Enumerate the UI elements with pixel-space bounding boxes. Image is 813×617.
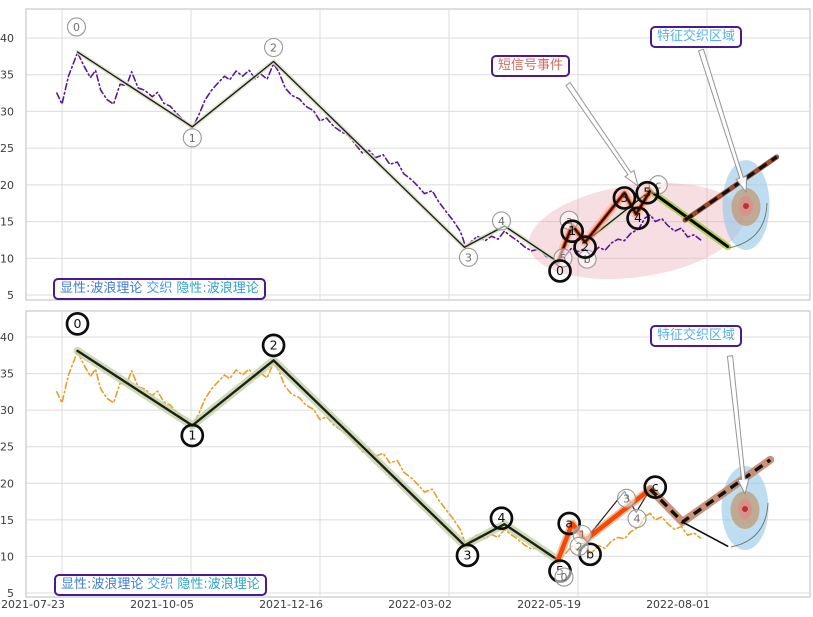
callout-arrow — [565, 81, 639, 188]
wave-label-circle-bold — [573, 235, 597, 259]
y-tick-label: 20 — [0, 179, 14, 192]
wave-label-circle-thin — [182, 128, 202, 148]
wave-label-text: 4 — [634, 210, 642, 225]
y-tick-label: 35 — [0, 69, 14, 82]
wave-label-circle-thin — [627, 508, 647, 529]
legend-implicit-label: 隐性:波浪理论 — [177, 577, 260, 592]
y-tick-label: 25 — [0, 441, 14, 454]
wave-label-text: 3 — [465, 251, 472, 264]
wave-label-circle-bold — [489, 506, 514, 531]
callout-arrow — [697, 48, 748, 194]
y-tick-label: 30 — [0, 105, 14, 118]
y-tick-label: 20 — [0, 477, 14, 490]
wave-label-text: 3 — [623, 492, 630, 505]
feature-arc — [730, 502, 769, 548]
wave-label-text: b — [584, 253, 591, 266]
wave-label-text: 5 — [643, 185, 651, 200]
wave-label-circle-bold — [643, 475, 668, 499]
wave-label-text: a — [565, 516, 573, 531]
legend-box-bottom: 显性:波浪理论 交织 隐性:波浪理论 — [54, 574, 267, 596]
x-tick-label: 2021-07-23 — [1, 598, 65, 611]
wave-label-text: 4 — [497, 510, 505, 525]
legend-explicit-label: 显性:波浪理论 — [60, 281, 143, 296]
wave-label-circle-bold — [626, 206, 650, 231]
wave-label-text: b — [586, 546, 594, 561]
wave-label-circle-bold — [180, 423, 205, 448]
wave-label-text: 1 — [579, 529, 586, 542]
plot-frame — [25, 8, 811, 301]
wave-label-text: 1 — [189, 132, 196, 145]
y-tick-label: 40 — [0, 331, 14, 344]
wave-label-text: 2 — [270, 337, 278, 352]
wave-label-text: 2 — [576, 540, 583, 553]
legend-weave-label: 交织 — [147, 577, 174, 592]
y-tick-label: 5 — [7, 587, 14, 600]
wave-label-circle-thin — [66, 17, 87, 37]
wave-label-circle-thin — [264, 37, 284, 58]
legend-implicit-label: 隐性:波浪理论 — [176, 281, 259, 296]
y-tick-label: 10 — [0, 252, 14, 265]
wave-label-text: 3 — [620, 190, 628, 205]
projection-dashed — [684, 155, 778, 222]
feature-zone-label: 特征交织区域 — [657, 328, 736, 343]
wave-label-circle-thin — [458, 247, 479, 267]
wave-label-circle-bold — [560, 219, 585, 244]
wave-label-text: c — [652, 479, 659, 494]
wave-label-circle-bold — [557, 511, 582, 536]
wave-label-circle-thin — [554, 567, 574, 587]
wave-label-circle-bold — [635, 180, 660, 205]
wave-label-circle-bold — [261, 333, 286, 358]
wave-label-text: 1 — [568, 223, 576, 238]
wave-label-circle-bold — [612, 186, 637, 210]
wave-label-circle-thin — [569, 536, 589, 556]
wave-label-text: 0 — [561, 571, 568, 584]
wave-label-text: 0 — [74, 316, 82, 331]
y-tick-label: 5 — [7, 289, 14, 302]
wave-label-text: 5 — [560, 252, 567, 265]
wave-label-text: 4 — [634, 513, 641, 526]
feature-zone-dot — [742, 506, 748, 512]
y-tick-label: 15 — [0, 216, 14, 229]
wave-label-text: 3 — [464, 547, 472, 562]
x-tick-label: 2022-03-02 — [388, 598, 452, 611]
callout-arrow — [726, 355, 750, 496]
feature-arc — [728, 202, 768, 249]
signal-wave-line — [556, 189, 652, 264]
feature-zone-dot — [743, 203, 749, 209]
y-tick-label: 40 — [0, 32, 14, 45]
short-signal-callout: 短信号事件 — [491, 55, 571, 77]
feature-zone-callout-bottom: 特征交织区域 — [650, 325, 743, 347]
x-tick-label: 2022-08-01 — [646, 598, 710, 611]
y-tick-label: 10 — [0, 550, 14, 563]
wave-label-text: c — [655, 179, 661, 192]
y-tick-label: 30 — [0, 404, 14, 417]
wave-label-text: 2 — [270, 41, 277, 54]
wave-label-text: 0 — [73, 21, 80, 34]
legend-weave-label: 交织 — [146, 281, 173, 296]
feature-zone-label: 特征交织区域 — [657, 29, 736, 44]
short-signal-label: 短信号事件 — [498, 58, 564, 73]
y-tick-label: 35 — [0, 368, 14, 381]
wave-label-text: 1 — [188, 427, 196, 442]
wave-label-text: 2 — [581, 239, 589, 254]
x-tick-label: 2021-10-05 — [130, 598, 194, 611]
tail-line — [681, 521, 729, 547]
wave-label-text: 4 — [498, 215, 505, 228]
legend-explicit-label: 显性:波浪理论 — [61, 577, 144, 592]
wave-label-circle-bold — [65, 312, 90, 336]
wave-label-circle-thin — [491, 211, 512, 231]
x-tick-label: 2021-12-16 — [259, 598, 323, 611]
wave-label-circle-bold — [455, 543, 480, 568]
y-tick-label: 15 — [0, 514, 14, 527]
x-tick-label: 2022-05-19 — [517, 598, 581, 611]
wave-label-text: 0 — [556, 263, 564, 278]
wave-label-circle-thin — [616, 488, 636, 508]
wave-label-circle-bold — [548, 259, 572, 283]
y-tick-label: 25 — [0, 142, 14, 155]
plot-frame — [25, 310, 811, 598]
legend-box-top: 显性:波浪理论 交织 隐性:波浪理论 — [53, 278, 266, 300]
feature-zone-callout-top: 特征交织区域 — [650, 26, 743, 48]
